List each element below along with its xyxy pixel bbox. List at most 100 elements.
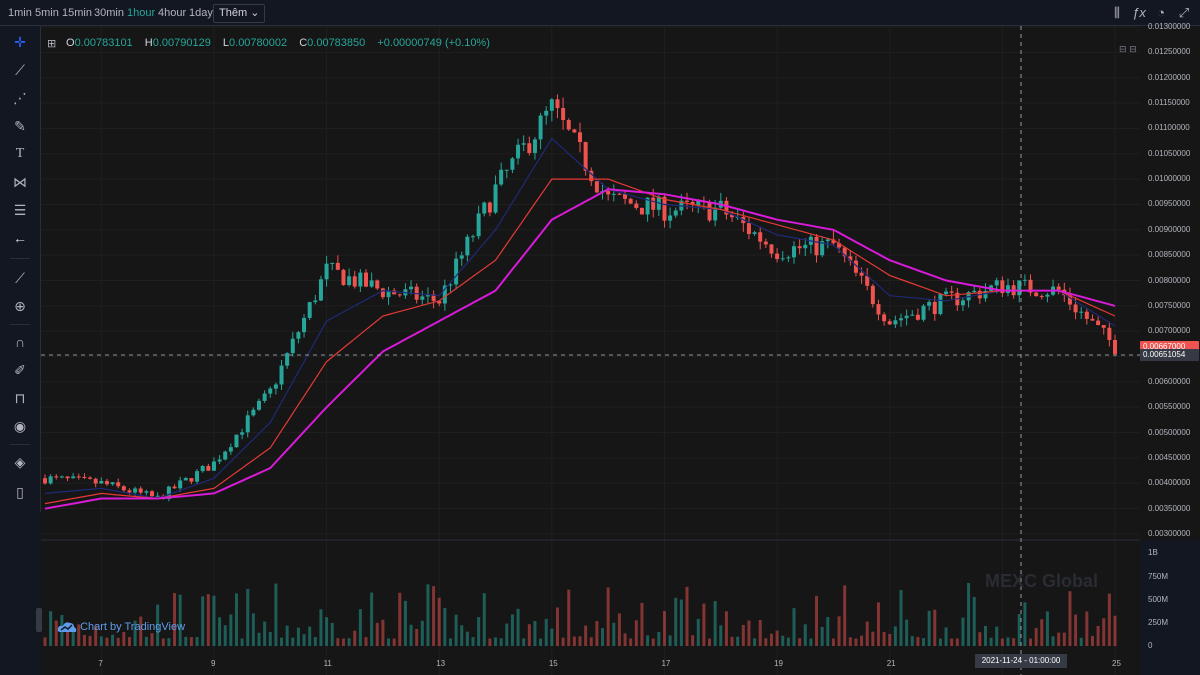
volume-bar (769, 633, 773, 646)
volume-bar (860, 635, 864, 646)
candle-body (392, 290, 397, 295)
volume-axis-label: 750M (1148, 572, 1169, 581)
fullscreen-icon[interactable]: ⤢ (1178, 5, 1190, 20)
indicators-icon[interactable]: ƒx (1132, 5, 1146, 20)
magnet-icon[interactable]: ∩ (14, 334, 26, 350)
volume-bar (387, 638, 391, 646)
expand-legend-icon[interactable]: ⊞ (47, 38, 57, 50)
volume-bar (409, 624, 413, 646)
volume-bar (381, 619, 385, 646)
price-axis-label: 0.00500000 (1148, 427, 1191, 437)
volume-bars (43, 583, 1117, 646)
scale-buttons[interactable]: ⊟ ⊟ (1119, 44, 1137, 55)
candle-body (921, 305, 926, 320)
volume-bar (432, 586, 436, 646)
zoom-out-icon[interactable]: ⊟ (1119, 44, 1127, 54)
ohlc-legend: O0.00783101 H0.00790129 L0.00780002 C0.0… (66, 37, 499, 49)
price-axis-label: 0.00900000 (1148, 224, 1191, 234)
eye-icon[interactable]: ◉ (13, 418, 27, 434)
zoom-in-icon[interactable]: ⊕ (14, 298, 26, 314)
interval-15min[interactable]: 15min (62, 7, 92, 19)
volume-bar (809, 638, 813, 646)
candle-body (944, 291, 949, 295)
layers-icon[interactable]: ◈ (14, 454, 26, 470)
volume-bar (691, 635, 695, 646)
candle-body (910, 314, 915, 316)
volume-bar (398, 592, 402, 646)
chart-type-icon[interactable]: ⫼ (1114, 5, 1120, 20)
candle-body (769, 244, 774, 254)
volume-bar (499, 638, 503, 646)
candle-body (685, 200, 689, 202)
volume-bar (882, 632, 886, 646)
trash-icon[interactable]: ▯ (16, 484, 24, 500)
interval-5min[interactable]: 5min (35, 7, 59, 19)
volume-bar (696, 618, 700, 646)
volume-bar (43, 637, 47, 646)
candle-body (330, 262, 335, 264)
ohlc-high: 0.00790129 (152, 37, 211, 49)
volume-bar (66, 630, 70, 646)
panel-collapse-handle[interactable] (36, 608, 42, 632)
volume-bar (640, 602, 644, 646)
volume-bar (527, 624, 531, 646)
volume-bar (516, 608, 520, 646)
candle-body (876, 304, 881, 315)
candle-body (673, 210, 678, 216)
more-intervals-button[interactable]: Thêm ⌄ (213, 4, 266, 23)
volume-bar (1012, 638, 1016, 646)
interval-1day[interactable]: 1day (189, 7, 213, 19)
volume-bar (268, 632, 272, 646)
candle-body (442, 285, 447, 304)
volume-bar (989, 637, 993, 646)
candle-body (1028, 279, 1033, 293)
candle-body (538, 115, 543, 140)
price-axis-label: 0.01050000 (1148, 148, 1191, 158)
zoom-in-scale-icon[interactable]: ⊟ (1129, 44, 1137, 54)
tradingview-logo[interactable]: Chart by TradingView (57, 620, 185, 634)
volume-bar (798, 638, 802, 646)
brush-icon[interactable]: ✎ (14, 118, 26, 134)
measure-icon[interactable]: ☰ (13, 202, 27, 218)
trend-line-icon[interactable]: ⟋ (15, 62, 25, 78)
price-chart[interactable] (41, 26, 1140, 675)
settings-gauge-icon[interactable]: ◔ (1157, 5, 1165, 20)
lock-icon[interactable]: ⊓ (14, 390, 26, 406)
volume-bar (1079, 637, 1083, 646)
candle-body (88, 477, 93, 479)
candle-body (420, 296, 425, 300)
volume-bar (308, 626, 312, 646)
candle-body (1073, 304, 1078, 313)
candle-body (1113, 340, 1117, 354)
candle-body (245, 415, 250, 433)
candle-body (544, 110, 549, 116)
chart-plot-area[interactable] (41, 26, 1140, 675)
lock-drawings-icon[interactable]: ✐ (14, 362, 26, 378)
price-axis-label: 0.00850000 (1148, 250, 1191, 260)
candle-body (623, 194, 628, 199)
volume-bar (781, 635, 785, 646)
candle-body (499, 169, 504, 185)
volume-bar (905, 619, 909, 646)
time-axis-label: 17 (661, 659, 671, 668)
interval-1min[interactable]: 1min (8, 7, 32, 19)
drawing-toolbar: ✛ ⟋ ⋰ ✎ T ⋈ ☰ ← ⟋ ⊕ ∩ ✐ ⊓ ◉ ◈ ▯ (0, 26, 41, 512)
pattern-icon[interactable]: ⋈ (13, 174, 27, 190)
candle-body (121, 486, 126, 491)
interval-4hour[interactable]: 4hour (158, 7, 187, 19)
interval-30min[interactable]: 30min (94, 7, 124, 19)
candle-body (251, 409, 256, 416)
ruler-icon[interactable]: ⟋ (15, 270, 25, 286)
candle-body (1000, 280, 1005, 294)
volume-bar (589, 637, 593, 646)
candle-body (189, 478, 194, 482)
fib-icon[interactable]: ⋰ (13, 90, 27, 106)
crosshair-icon[interactable]: ✛ (14, 34, 26, 50)
volume-bar (99, 636, 103, 646)
interval-1hour[interactable]: 1hour (127, 7, 156, 19)
text-icon[interactable]: T (15, 146, 25, 161)
volume-bar (1062, 632, 1066, 646)
candle-body (532, 139, 537, 153)
price-axis[interactable] (1140, 26, 1200, 540)
back-arrow-icon[interactable]: ← (13, 230, 27, 246)
